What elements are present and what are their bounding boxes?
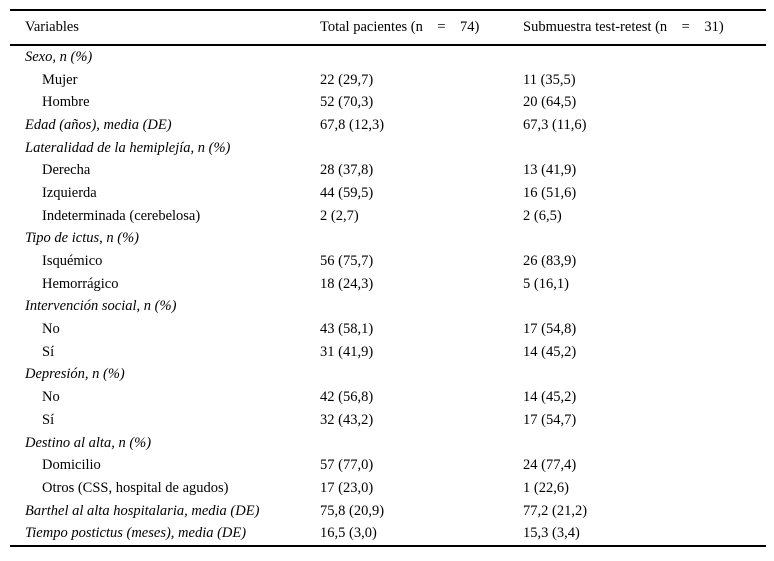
table-row: Sexo, n (%) — [10, 45, 766, 69]
table-row: Edad (años), media (DE) 67,8 (12,3) 67,3 (… — [10, 114, 766, 137]
row-label: No — [42, 389, 60, 406]
table-row: No 42 (56,8) 14 (45,2) — [10, 386, 766, 409]
row-label: Barthel al alta hospitalaria, media (DE) — [25, 502, 260, 519]
subsample-value: 14 (45,2) — [523, 343, 577, 360]
row-label: Sí — [42, 343, 55, 360]
total-patients-value: 2 (2,7) — [320, 207, 359, 224]
row-label: Lateralidad de la hemiplejía, n (%) — [25, 139, 231, 156]
total-patients-value: 22 (29,7) — [320, 71, 374, 88]
table-row: Tipo de ictus, n (%) — [10, 228, 766, 251]
row-label: Mujer — [42, 71, 78, 88]
row-label: Hombre — [42, 94, 90, 111]
total-patients-value: 42 (56,8) — [320, 389, 374, 406]
table-row: Depresión, n (%) — [10, 364, 766, 387]
total-patients-value: 17 (23,0) — [320, 479, 374, 496]
row-label: Intervención social, n (%) — [25, 298, 177, 315]
total-patients-value: 67,8 (12,3) — [320, 116, 385, 133]
row-label: Domicilio — [42, 457, 101, 474]
total-patients-value: 32 (43,2) — [320, 411, 374, 428]
row-label: Izquierda — [42, 184, 97, 201]
total-patients-value: 31 (41,9) — [320, 343, 374, 360]
subsample-value — [523, 228, 766, 251]
row-label: Tipo de ictus, n (%) — [25, 230, 139, 247]
table-row: No 43 (58,1) 17 (54,8) — [10, 318, 766, 341]
total-patients-value: 43 (58,1) — [320, 321, 374, 338]
subsample-value: 15,3 (3,4) — [523, 525, 580, 542]
subsample-value: 14 (45,2) — [523, 389, 577, 406]
total-patients-value: 75,8 (20,9) — [320, 502, 385, 519]
patient-characteristics-table: Variables Total pacientes (n = 74) Submu… — [10, 9, 766, 548]
row-label: Derecha — [42, 162, 91, 179]
subsample-value: 11 (35,5) — [523, 71, 576, 88]
row-label: Edad (años), media (DE) — [25, 116, 172, 133]
subsample-value: 2 (6,5) — [523, 207, 562, 224]
row-label: Sexo, n (%) — [25, 48, 93, 65]
total-patients-value: 18 (24,3) — [320, 275, 374, 292]
table-row: Intervención social, n (%) — [10, 296, 766, 319]
row-label: Indeterminada (cerebelosa) — [42, 207, 201, 224]
total-patients-value — [320, 137, 523, 160]
table-row: Sí 31 (41,9) 14 (45,2) — [10, 341, 766, 364]
col-header-test-retest-subsample: Submuestra test-retest (n = 31) — [523, 10, 766, 46]
subsample-value — [523, 45, 766, 69]
row-label: Depresión, n (%) — [25, 366, 125, 383]
subsample-value: 13 (41,9) — [523, 162, 577, 179]
subsample-value: 17 (54,8) — [523, 321, 577, 338]
total-patients-value — [320, 364, 523, 387]
table-row: Otros (CSS, hospital de agudos) 17 (23,0)… — [10, 477, 766, 500]
table-row: Sí 32 (43,2) 17 (54,7) — [10, 409, 766, 432]
total-patients-value: 44 (59,5) — [320, 184, 374, 201]
table-row: Barthel al alta hospitalaria, media (DE)… — [10, 500, 766, 523]
subsample-value: 24 (77,4) — [523, 457, 577, 474]
col-header-total-patients: Total pacientes (n = 74) — [320, 10, 523, 46]
row-label: Isquémico — [42, 253, 103, 270]
subsample-value: 77,2 (21,2) — [523, 502, 588, 519]
subsample-value: 5 (16,1) — [523, 275, 569, 292]
table-row: Izquierda 44 (59,5) 16 (51,6) — [10, 182, 766, 205]
total-patients-value — [320, 296, 523, 319]
subsample-value — [523, 296, 766, 319]
table-body: Sexo, n (%) Mujer 22 (29,7) 11 (35,5) Hombre… — [10, 45, 766, 546]
subsample-value: 20 (64,5) — [523, 94, 577, 111]
subsample-value — [523, 432, 766, 455]
row-label: Tiempo postictus (meses), media (DE) — [25, 525, 247, 542]
subsample-value — [523, 137, 766, 160]
table-row: Indeterminada (cerebelosa) 2 (2,7) 2 (6,5) — [10, 205, 766, 228]
row-label: Hemorrágico — [42, 275, 119, 292]
row-label: Otros (CSS, hospital de agudos) — [42, 479, 229, 496]
table-row: Destino al alta, n (%) — [10, 432, 766, 455]
table-row: Mujer 22 (29,7) 11 (35,5) — [10, 69, 766, 92]
table-row: Tiempo postictus (meses), media (DE) 16,5… — [10, 522, 766, 546]
total-patients-value: 16,5 (3,0) — [320, 525, 377, 542]
total-patients-value: 57 (77,0) — [320, 457, 374, 474]
col-header-variables: Variables — [10, 10, 320, 46]
row-label: No — [42, 321, 60, 338]
total-patients-value — [320, 228, 523, 251]
table-row: Derecha 28 (37,8) 13 (41,9) — [10, 159, 766, 182]
table-row: Isquémico 56 (75,7) 26 (83,9) — [10, 250, 766, 273]
subsample-value: 1 (22,6) — [523, 479, 569, 496]
table-row: Hemorrágico 18 (24,3) 5 (16,1) — [10, 273, 766, 296]
table-row: Lateralidad de la hemiplejía, n (%) — [10, 137, 766, 160]
subsample-value — [523, 364, 766, 387]
total-patients-value: 28 (37,8) — [320, 162, 374, 179]
row-label: Destino al alta, n (%) — [25, 434, 152, 451]
total-patients-value: 56 (75,7) — [320, 253, 374, 270]
subsample-value: 26 (83,9) — [523, 253, 577, 270]
header-row: Variables Total pacientes (n = 74) Submu… — [10, 10, 766, 46]
subsample-value: 17 (54,7) — [523, 411, 577, 428]
total-patients-value: 52 (70,3) — [320, 94, 374, 111]
total-patients-value — [320, 432, 523, 455]
subsample-value: 16 (51,6) — [523, 184, 577, 201]
table-row: Domicilio 57 (77,0) 24 (77,4) — [10, 454, 766, 477]
row-label: Sí — [42, 411, 55, 428]
table-row: Hombre 52 (70,3) 20 (64,5) — [10, 91, 766, 114]
subsample-value: 67,3 (11,6) — [523, 116, 587, 133]
total-patients-value — [320, 45, 523, 69]
